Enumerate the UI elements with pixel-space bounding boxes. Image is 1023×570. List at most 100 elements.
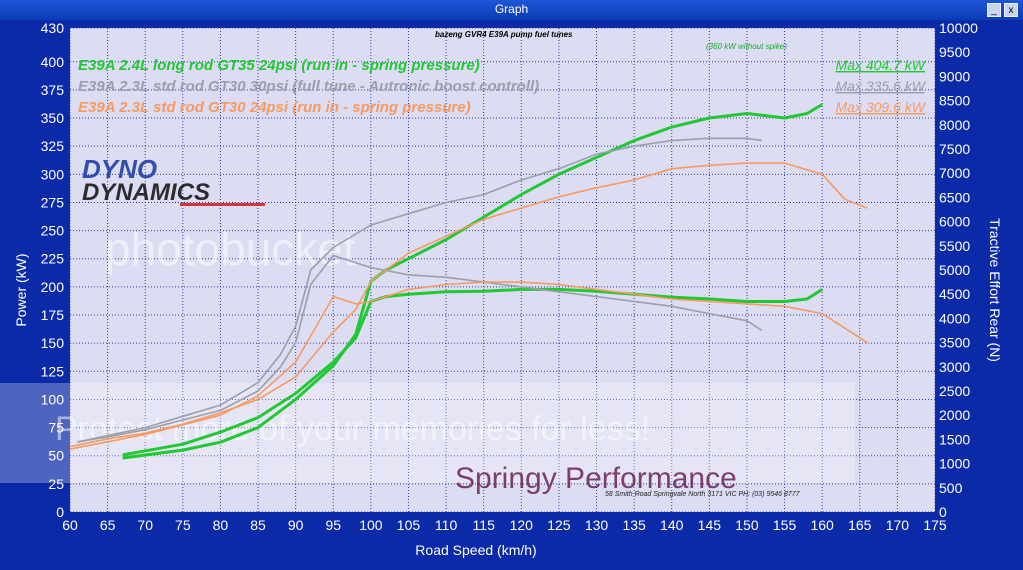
y-tick-label: 0 — [56, 504, 64, 520]
y-tick-label: 100 — [41, 391, 65, 407]
max-label: Max 404.7 kW — [836, 57, 927, 73]
x-tick-label: 155 — [773, 517, 797, 533]
x-tick-label: 95 — [325, 517, 341, 533]
series-power-line — [69, 162, 868, 448]
series-lines — [69, 103, 868, 460]
photobucket-watermark: photobucket — [105, 223, 356, 275]
graph-frame: DYNO DYNAMICS photobucket Protect more o… — [0, 20, 1023, 570]
close-button[interactable]: x — [1004, 3, 1018, 17]
x-tick-label: 85 — [250, 517, 266, 533]
max-label: Max 309.6 kW — [836, 99, 927, 115]
x-tick-label: 125 — [547, 517, 571, 533]
legend-entry: E39A 2.3L std rod GT30 24psi (run in - s… — [78, 99, 471, 116]
y2-tick-label: 8500 — [939, 93, 970, 109]
x-tick-label: 75 — [175, 517, 191, 533]
x-tick-label: 115 — [473, 517, 496, 533]
x-tick-label: 150 — [735, 517, 759, 533]
watermark-tagline: Protect more of your memories for less! — [55, 410, 650, 448]
max-labels: Max 404.7 kW Max 335.6 kW Max 309.6 kW — [836, 57, 927, 115]
y-tick-label: 275 — [41, 194, 65, 210]
plot-area — [70, 28, 935, 512]
x-axis-ticks: 60 65 70 75 80 85 90 95 100 105 110 115 120 125 130 135… — [62, 517, 947, 533]
y2-tick-label: 1500 — [939, 431, 970, 447]
x-tick-label: 140 — [660, 517, 684, 533]
legend-entry: E39A 2.4L long rod GT35 24psi (run in - … — [78, 57, 480, 74]
x-tick-label: 170 — [886, 517, 910, 533]
series-tractive-line — [122, 287, 824, 457]
x-tick-label: 80 — [213, 517, 229, 533]
y-tick-label: 150 — [41, 335, 65, 351]
grid-lines — [69, 27, 936, 513]
y2-tick-label: 7500 — [939, 141, 970, 157]
x-tick-label: 110 — [435, 517, 458, 533]
x-tick-label: 175 — [923, 517, 947, 533]
y2-tick-label: 3500 — [939, 335, 970, 351]
y-tick-label: 400 — [41, 54, 65, 70]
y2-tick-label: 5500 — [939, 238, 970, 254]
x-tick-label: 90 — [288, 517, 304, 533]
svg-text:DYNAMICS: DYNAMICS — [82, 179, 210, 206]
x-tick-label: 65 — [100, 517, 116, 533]
spike-note: (360 kW without spike) — [706, 42, 787, 51]
y2-tick-label: 9500 — [939, 44, 970, 60]
y-tick-label: 125 — [41, 363, 65, 379]
series-power-line — [77, 137, 763, 443]
y2-tick-label: 7000 — [939, 165, 970, 181]
x-tick-label: 135 — [622, 517, 646, 533]
y-tick-label: 200 — [41, 279, 65, 295]
y-tick-label: 350 — [41, 110, 65, 126]
y2-tick-label: 2500 — [939, 383, 970, 399]
window-titlebar: Graph _ x — [0, 0, 1023, 20]
header-note: bazeng GVR4 E39A pump fuel tunes — [435, 30, 573, 39]
y2-tick-label: 4500 — [939, 286, 970, 302]
x-tick-label: 100 — [359, 517, 383, 533]
legend: E39A 2.4L long rod GT35 24psi (run in - … — [78, 57, 539, 116]
y-tick-label: 225 — [41, 251, 65, 267]
springy-performance-brand: Springy Performance — [455, 462, 737, 495]
x-tick-label: 105 — [397, 517, 421, 533]
y-tick-label: 50 — [48, 448, 64, 464]
dyno-chart: DYNO DYNAMICS photobucket Protect more o… — [0, 20, 1003, 558]
shop-address: 58 Smith Road Springvale North 3171 VIC … — [605, 491, 801, 498]
max-label: Max 335.6 kW — [836, 78, 927, 94]
y-tick-label: 375 — [41, 82, 65, 98]
dyno-dynamics-logo: DYNO DYNAMICS — [82, 154, 265, 206]
x-tick-label: 165 — [848, 517, 872, 533]
y2-axis-ticks: 0 500 1000 1500 2000 2500 3000 3500 4000 4500 5000… — [939, 20, 978, 520]
y-tick-label: 250 — [41, 223, 65, 239]
y-tick-label: 175 — [41, 307, 65, 323]
y-tick-label: 325 — [41, 138, 65, 154]
x-tick-label: 130 — [585, 517, 609, 533]
series-tractive-line — [69, 281, 868, 450]
y2-tick-label: 6500 — [939, 189, 970, 205]
y-tick-label: 300 — [41, 166, 65, 182]
svg-text:DYNO: DYNO — [82, 154, 157, 184]
y2-tick-label: 6000 — [939, 214, 970, 230]
x-tick-label: 120 — [510, 517, 534, 533]
y-axis-label: Power (kW) — [13, 253, 29, 326]
y2-tick-label: 8000 — [939, 117, 970, 133]
y2-tick-label: 0 — [939, 504, 947, 520]
x-tick-label: 60 — [62, 517, 78, 533]
x-tick-label: 70 — [137, 517, 153, 533]
y2-tick-label: 9000 — [939, 68, 970, 84]
legend-entry: E39A 2.3L std rod GT30 30psi (full tune … — [78, 78, 539, 95]
y2-tick-label: 500 — [939, 480, 963, 496]
y-tick-label: 430 — [41, 20, 65, 36]
minimize-icon[interactable]: _ — [987, 3, 1001, 17]
x-axis-label: Road Speed (km/h) — [415, 542, 536, 558]
series-tractive-line — [77, 254, 763, 443]
y2-tick-label: 2000 — [939, 407, 970, 423]
y-tick-label: 25 — [48, 476, 64, 492]
x-tick-label: 160 — [810, 517, 834, 533]
y-axis-ticks: 0 25 50 75 100 125 150 175 200 225 250 275 300 325 350… — [41, 20, 65, 520]
y-tick-label: 75 — [48, 420, 64, 436]
y2-tick-label: 3000 — [939, 359, 970, 375]
window-title: Graph — [494, 2, 529, 16]
y2-tick-label: 1000 — [939, 456, 970, 472]
y2-tick-label: 5000 — [939, 262, 970, 278]
x-tick-label: 145 — [698, 517, 722, 533]
y2-axis-label: Tractive Effort Rear (N) — [987, 218, 1003, 362]
y2-tick-label: 4000 — [939, 310, 970, 326]
y2-tick-label: 10000 — [939, 20, 978, 36]
